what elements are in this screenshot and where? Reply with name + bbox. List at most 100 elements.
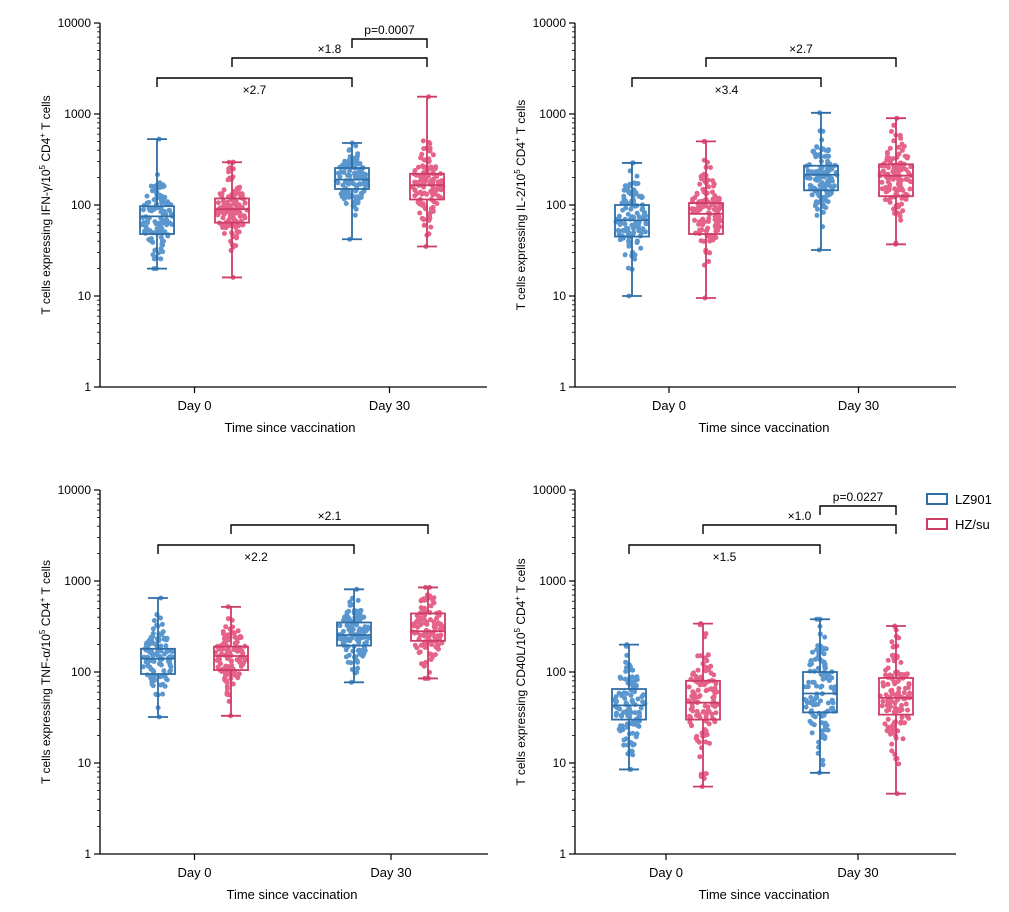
data-point <box>634 239 640 245</box>
data-point <box>814 212 820 218</box>
data-point <box>410 184 416 190</box>
data-point <box>237 214 243 219</box>
data-point <box>638 245 644 251</box>
data-point <box>713 710 719 716</box>
legend: LZ901 HZ/su <box>926 492 992 532</box>
data-point <box>905 707 911 713</box>
data-point <box>697 682 703 688</box>
bracket-line <box>628 544 821 554</box>
data-point <box>715 220 721 226</box>
data-point <box>356 637 362 643</box>
data-point <box>349 627 355 633</box>
box-iqr <box>140 647 176 675</box>
data-point <box>223 663 229 669</box>
data-point <box>887 159 893 165</box>
data-point <box>343 179 348 185</box>
data-point <box>896 686 902 691</box>
data-point <box>694 708 700 714</box>
data-point <box>221 211 227 217</box>
box-iqr <box>685 679 721 721</box>
data-point <box>699 176 704 182</box>
data-point <box>896 761 902 767</box>
data-point <box>635 696 641 702</box>
data-point <box>433 166 438 171</box>
box-LZ901-Day30 <box>803 110 840 253</box>
data-point <box>709 189 715 195</box>
data-point <box>233 243 239 249</box>
data-point <box>226 169 232 175</box>
box-iqr <box>336 621 372 647</box>
data-point <box>343 654 349 660</box>
y-tick-label: 10000 <box>533 483 567 497</box>
data-point <box>692 217 698 223</box>
data-point <box>162 194 168 200</box>
data-point <box>702 664 708 670</box>
box-HZsu-Day0 <box>213 604 249 719</box>
data-point <box>411 623 417 629</box>
y-axis-title-part: CD4 <box>514 600 528 628</box>
y-axis-title: T cells expressing IFN-γ/105 CD4+ T cell… <box>38 95 53 314</box>
data-point <box>898 135 904 141</box>
y-axis-title-part: T cells <box>39 95 53 133</box>
data-point <box>152 651 158 657</box>
data-point <box>703 771 709 777</box>
panel-cd40l: 1 10 100 1000 10000 Day 0 Day 30 Time since vac… <box>513 483 956 902</box>
data-point <box>158 662 164 667</box>
data-point <box>713 228 719 234</box>
data-point <box>353 206 359 212</box>
box-LZ901-Day0 <box>140 595 176 720</box>
data-point <box>222 636 227 642</box>
data-point <box>696 694 702 700</box>
data-point <box>418 605 424 611</box>
data-point <box>807 662 813 668</box>
data-point <box>694 713 699 718</box>
y-tick-label: 1 <box>84 847 91 861</box>
data-point <box>417 210 423 216</box>
data-point <box>639 694 645 700</box>
data-point <box>813 199 819 205</box>
data-point <box>632 710 638 716</box>
data-point <box>695 667 701 673</box>
data-point <box>427 145 433 151</box>
y-axis-title-part: CD4 <box>39 602 53 630</box>
data-point <box>160 681 166 687</box>
x-axis-title: Time since vaccination <box>698 887 829 902</box>
box-iqr <box>611 688 647 721</box>
data-point <box>811 148 816 154</box>
data-point <box>903 176 909 182</box>
data-point <box>620 723 626 729</box>
data-point <box>815 643 821 649</box>
data-point <box>430 152 436 158</box>
data-point <box>227 210 233 216</box>
data-point <box>215 200 221 206</box>
data-point <box>224 690 230 695</box>
annotation-bracket: ×2.7 <box>705 42 897 67</box>
data-point <box>421 217 427 223</box>
data-point <box>830 705 836 711</box>
legend-swatch <box>926 518 948 530</box>
data-point <box>713 224 719 230</box>
data-point <box>148 183 154 189</box>
data-point <box>424 191 430 197</box>
data-point <box>160 199 166 205</box>
y-tick-label: 10000 <box>533 16 567 30</box>
data-point <box>885 728 891 734</box>
data-point <box>422 620 428 626</box>
data-point <box>143 641 149 647</box>
box-LZ901-Day30 <box>333 140 371 242</box>
data-point <box>907 186 913 192</box>
data-point <box>711 233 717 239</box>
data-point <box>361 181 367 187</box>
data-point <box>237 659 243 665</box>
x-axis-title: Time since vaccination <box>226 887 357 902</box>
box-LZ901-Day30 <box>801 616 838 776</box>
data-point <box>239 191 245 197</box>
data-point <box>221 187 227 193</box>
box-iqr <box>803 164 839 192</box>
data-point <box>345 659 351 665</box>
data-point <box>231 647 237 653</box>
data-point <box>819 734 825 740</box>
data-point <box>416 650 422 656</box>
data-point <box>144 219 149 225</box>
data-point <box>358 174 364 180</box>
